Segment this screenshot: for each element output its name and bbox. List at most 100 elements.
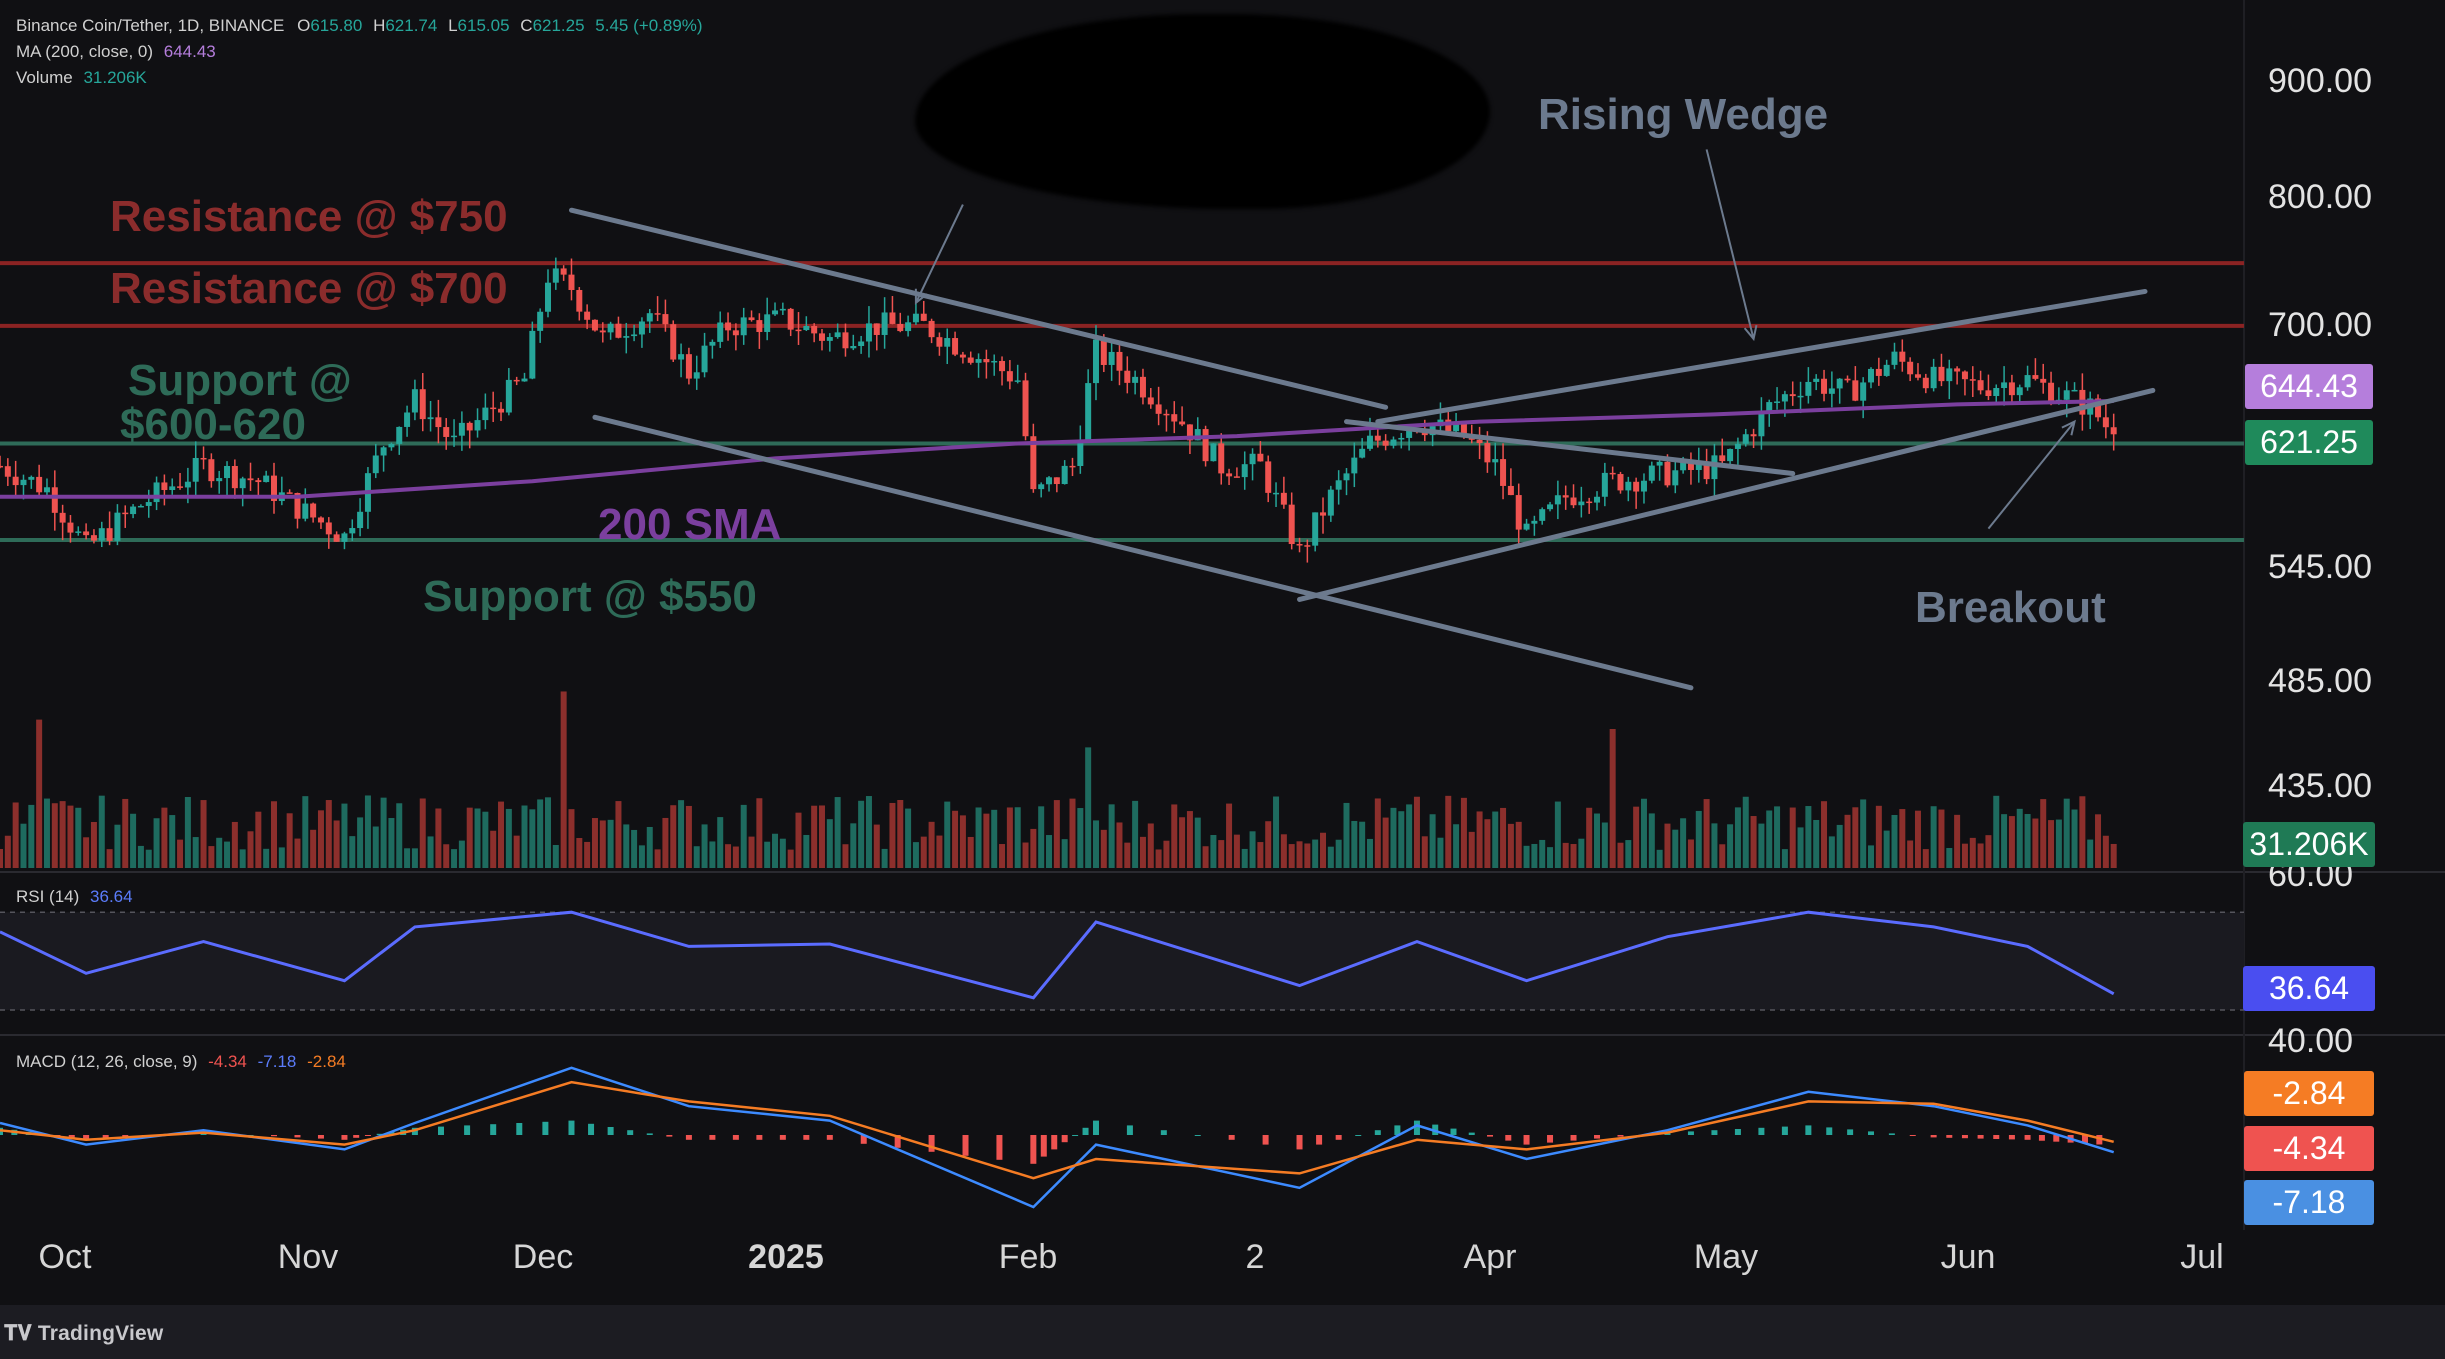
rsi-label: RSI (14) [16, 887, 80, 906]
candle-body [638, 321, 645, 335]
candle-body [842, 332, 849, 349]
volume-bar [482, 811, 489, 868]
candle-body [1758, 411, 1765, 437]
candle-body [529, 330, 536, 379]
volume-bar [1625, 840, 1632, 868]
macd-histogram-bar [1194, 1135, 1201, 1136]
volume-bar [1680, 818, 1687, 868]
volume-bar [529, 809, 536, 868]
macd-histogram-bar [1687, 1131, 1694, 1135]
volume-bar [638, 845, 645, 868]
macd-histogram-bar [627, 1130, 634, 1135]
candle-body [4, 466, 11, 477]
volume-bar [607, 819, 614, 868]
macd-histogram-bar [826, 1135, 833, 1140]
macd-histogram-bar [83, 1135, 90, 1140]
volume-bar [396, 803, 403, 868]
candle-body [795, 329, 802, 332]
volume-bar [576, 838, 583, 868]
candle-body [1813, 378, 1820, 382]
candle-body [1766, 402, 1773, 412]
candle-body [521, 378, 528, 382]
candle-body [1539, 509, 1546, 521]
macd-label: MACD (12, 26, close, 9) [16, 1052, 198, 1071]
candle-body [2095, 398, 2102, 418]
candle-body [2001, 382, 2008, 389]
candle-body [1868, 368, 1875, 383]
candle-body [764, 314, 771, 332]
volume-bar [419, 798, 426, 868]
candle-body [419, 389, 426, 420]
volume-legend[interactable]: Volume 31.206K [16, 68, 147, 88]
candle-body [1288, 504, 1295, 545]
macd-histogram-bar [1316, 1135, 1323, 1145]
volume-bar [1500, 807, 1507, 868]
candle-body [1930, 366, 1937, 389]
volume-bar [349, 836, 356, 868]
candle-body [873, 323, 880, 335]
macd-histogram-bar [516, 1123, 523, 1135]
volume-bar [865, 796, 872, 868]
candle-body [959, 354, 966, 358]
candle-body [2102, 417, 2109, 428]
volume-bar [1868, 845, 1875, 868]
candle-body [826, 337, 833, 341]
volume-bar [1578, 838, 1585, 868]
volume-bar [1359, 821, 1366, 868]
volume-bar [513, 835, 520, 868]
candle-body [1523, 523, 1530, 530]
volume-bar [944, 801, 951, 868]
macd-legend[interactable]: MACD (12, 26, close, 9) -4.34 -7.18 -2.8… [16, 1052, 346, 1072]
volume-bar [208, 846, 215, 868]
candle-body [1390, 439, 1397, 446]
candle-body [388, 443, 395, 448]
x-tick-nov: Nov [277, 1238, 339, 1276]
volume-bar [1476, 811, 1483, 868]
candle-body [2024, 375, 2031, 388]
macd-line-badge: -7.18 [2244, 1180, 2374, 1225]
volume-bar [662, 817, 669, 868]
candle-body [130, 506, 137, 515]
candle-body [59, 512, 66, 523]
candle-body [1116, 351, 1123, 371]
candle-body [443, 427, 450, 437]
ma-value: 644.43 [163, 42, 216, 61]
volume-bar [435, 808, 442, 868]
macd-histogram-bar [1909, 1135, 1916, 1136]
candle-body [779, 308, 786, 311]
sma-200-line [0, 399, 2114, 499]
candle-body [1656, 461, 1663, 466]
volume-bar [28, 804, 35, 868]
volume-bar [51, 803, 58, 868]
symbol-legend[interactable]: Binance Coin/Tether, 1D, BINANCE O615.80… [16, 16, 703, 36]
macd-histogram-bar [1082, 1127, 1089, 1135]
volume-bar [568, 809, 575, 868]
candle-body [1938, 366, 1945, 382]
macd-histogram-bar [1711, 1130, 1718, 1135]
tradingview-logo[interactable]: 𝐓𝐕 TradingView [4, 1322, 163, 1346]
volume-bar [1695, 810, 1702, 868]
volume-bar [858, 800, 865, 868]
volume-bar [1594, 813, 1601, 868]
volume-bar [1774, 806, 1781, 868]
candle-body [357, 511, 364, 529]
candle-body [2040, 378, 2047, 383]
rsi-line [0, 910, 2115, 1000]
candle-body [169, 486, 176, 491]
ma-legend[interactable]: MA (200, close, 0) 644.43 [16, 42, 216, 62]
candle-body [1625, 481, 1632, 491]
volume-bar [779, 838, 786, 868]
resistance-700-label: Resistance @ $700 [110, 264, 508, 313]
price-chart[interactable] [0, 0, 2445, 1305]
rsi-band [0, 912, 2244, 1010]
candle-body [1570, 497, 1577, 506]
volume-bar [1273, 796, 1280, 868]
candle-body [607, 323, 614, 333]
macd-histogram-bar [102, 1135, 109, 1139]
rsi-legend[interactable]: RSI (14) 36.64 [16, 887, 133, 907]
volume-bar [43, 798, 50, 868]
volume-bar [1922, 849, 1929, 868]
macd-histogram-bar [2081, 1135, 2088, 1144]
macd-histogram-bar [1394, 1125, 1401, 1135]
candle-body [1202, 429, 1209, 462]
